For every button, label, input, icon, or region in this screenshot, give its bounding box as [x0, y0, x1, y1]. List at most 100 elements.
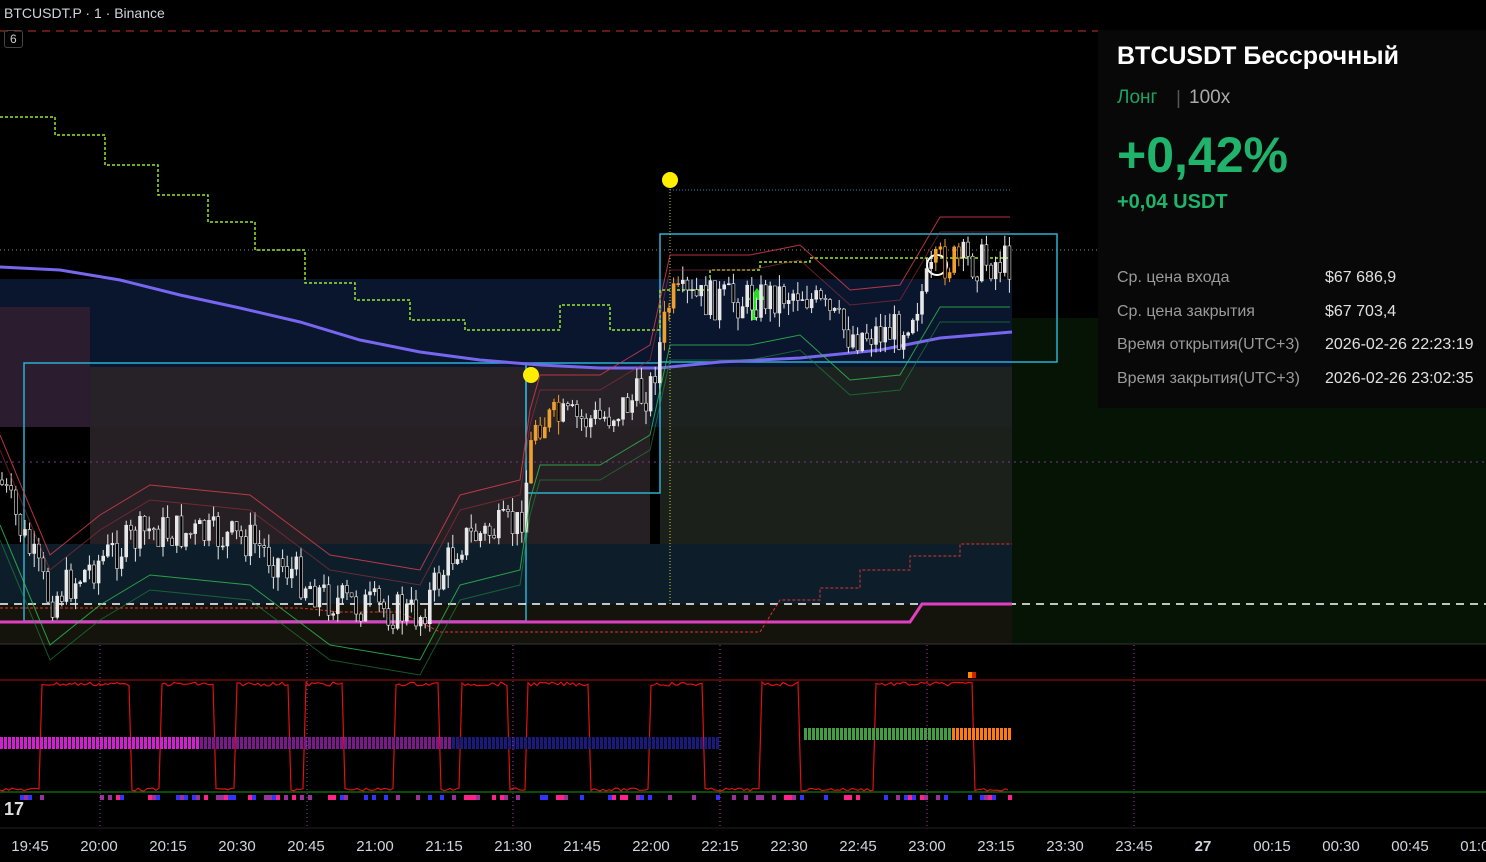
candle-body: [14, 489, 18, 515]
osc-bar: [252, 737, 255, 749]
candle-body: [64, 569, 69, 602]
osc-bar: [136, 737, 139, 749]
osc-bar: [628, 737, 631, 749]
candle-body: [469, 527, 474, 532]
osc-bar: [252, 795, 256, 800]
candle-body: [170, 537, 174, 546]
candle-body: [55, 595, 60, 618]
osc-bar: [284, 795, 288, 800]
osc-bar: [512, 737, 515, 749]
osc-bar: [448, 737, 451, 749]
candle-body: [565, 403, 570, 407]
osc-bar: [416, 795, 420, 800]
osc-bar: [856, 795, 860, 800]
osc-bar: [320, 737, 323, 749]
candle-body: [542, 426, 547, 439]
osc-bar: [180, 795, 184, 800]
candle-body: [579, 416, 584, 419]
osc-bar: [232, 737, 235, 749]
osc-bar: [244, 737, 247, 749]
osc-bar: [716, 795, 720, 800]
candle-body: [1002, 245, 1007, 273]
candle-body: [285, 566, 290, 579]
band-line: [0, 306, 1010, 661]
osc-bar: [384, 795, 388, 800]
osc-bar: [352, 737, 355, 749]
band-line: [0, 216, 1010, 571]
candle-body: [924, 268, 929, 292]
candle-body: [699, 285, 704, 297]
osc-bar: [908, 795, 912, 800]
candle-body: [501, 508, 506, 511]
candle-body: [23, 529, 27, 536]
candle-body: [271, 565, 276, 578]
osc-bar: [300, 737, 303, 749]
candle-body: [483, 525, 487, 534]
candle-body: [519, 512, 524, 533]
candle-body: [165, 517, 170, 539]
candle-body: [759, 284, 763, 318]
osc-bar: [828, 728, 831, 740]
osc-bar: [504, 737, 507, 749]
candle-body: [676, 283, 681, 285]
candle-body: [878, 326, 883, 343]
candle-body: [312, 585, 317, 608]
osc-bar: [600, 737, 603, 749]
osc-bar: [624, 795, 628, 800]
osc-bar: [624, 737, 627, 749]
osc-bar: [428, 737, 431, 749]
osc-bar: [660, 737, 663, 749]
osc-bar: [476, 737, 479, 749]
candle-body: [851, 334, 855, 348]
candle-body: [708, 280, 713, 316]
candle-body: [667, 307, 671, 313]
oscillator: [0, 672, 1012, 800]
candle-body: [41, 557, 46, 573]
candle-body: [96, 560, 101, 584]
candle-body: [368, 591, 372, 596]
osc-bar: [468, 737, 471, 749]
candle-body: [671, 283, 676, 309]
osc-bar: [220, 795, 224, 800]
candle-body: [777, 286, 782, 314]
candle-body: [432, 572, 437, 591]
time-label: 21:15: [425, 838, 463, 855]
candle-body: [4, 484, 9, 486]
osc-bar: [224, 737, 227, 749]
osc-bar: [204, 737, 207, 749]
candle-body: [961, 241, 966, 259]
osc-bar: [212, 737, 215, 749]
side: Лонг: [1117, 87, 1158, 108]
osc-bar: [940, 728, 943, 740]
osc-bar: [84, 737, 87, 749]
candle-body: [230, 521, 234, 533]
candle-body: [966, 241, 970, 257]
osc-bar: [464, 795, 468, 800]
osc-bar: [968, 795, 972, 800]
osc-bar: [76, 737, 79, 749]
osc-bar: [256, 737, 259, 749]
osc-bar: [528, 737, 531, 749]
osc-bar: [468, 795, 472, 800]
osc-bar: [712, 737, 715, 749]
osc-bar: [732, 795, 736, 800]
symbol[interactable]: BTCUSDT.P · 1 · Binance: [4, 5, 165, 21]
time-label: 00:45: [1391, 838, 1429, 855]
osc-bar: [48, 737, 51, 749]
osc-bar: [984, 795, 988, 800]
candle-body: [404, 603, 409, 622]
pnl-amount: +0,04 USDT: [1117, 191, 1228, 213]
osc-bar: [1000, 728, 1003, 740]
osc-bar: [564, 795, 568, 800]
osc-bar: [140, 737, 143, 749]
candle-body: [115, 543, 119, 569]
osc-bar: [44, 737, 47, 749]
candle-body: [335, 597, 340, 615]
osc-bar: [384, 737, 387, 749]
candle-body: [722, 284, 727, 290]
indicator-count[interactable]: 6: [4, 30, 23, 48]
osc-bar: [268, 737, 271, 749]
osc-bar: [620, 795, 624, 800]
candle-body: [377, 588, 382, 603]
